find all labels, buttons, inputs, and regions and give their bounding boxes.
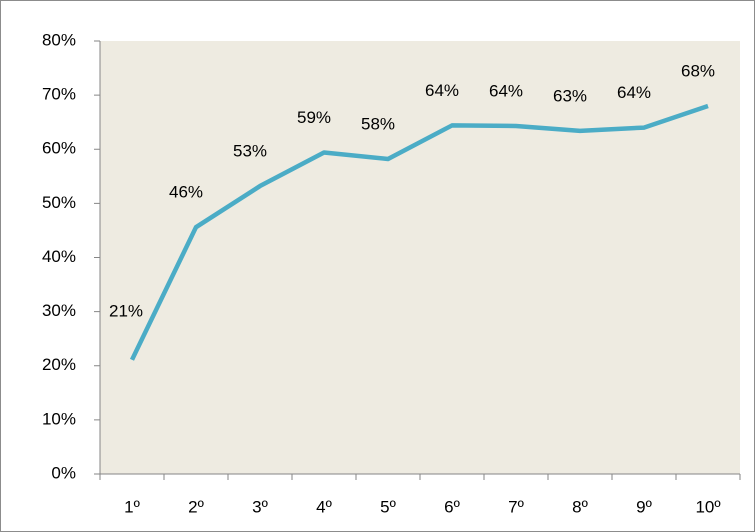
data-label: 64% (425, 81, 459, 100)
y-tick-label: 50% (42, 193, 76, 212)
y-tick-label: 60% (42, 139, 76, 158)
data-label: 21% (109, 301, 143, 320)
y-tick-label: 20% (42, 355, 76, 374)
data-label: 68% (681, 61, 715, 80)
x-tick-label: 9º (636, 497, 652, 516)
data-label: 64% (617, 83, 651, 102)
y-tick-label: 40% (42, 247, 76, 266)
data-label: 59% (297, 108, 331, 127)
y-tick-label: 10% (42, 409, 76, 428)
data-label: 58% (361, 114, 395, 133)
y-tick-label: 70% (42, 85, 76, 104)
y-tick-label: 0% (51, 463, 76, 482)
plot-area (100, 41, 740, 474)
x-tick-label: 4º (316, 497, 332, 516)
x-tick-label: 3º (252, 497, 268, 516)
x-tick-label: 1º (124, 497, 140, 516)
series-line (129, 103, 709, 361)
x-tick-label: 8º (572, 497, 588, 516)
x-tick-label: 7º (508, 497, 524, 516)
x-tick-label: 2º (188, 497, 204, 516)
y-tick-label: 80% (42, 30, 76, 49)
y-tick-label: 30% (42, 301, 76, 320)
x-tick-label: 10º (695, 497, 720, 516)
x-tick-label: 5º (380, 497, 396, 516)
x-tick-label: 6º (444, 497, 460, 516)
data-label: 53% (233, 142, 267, 161)
data-label: 64% (489, 81, 523, 100)
data-label: 46% (169, 183, 203, 202)
data-label: 63% (553, 86, 587, 105)
